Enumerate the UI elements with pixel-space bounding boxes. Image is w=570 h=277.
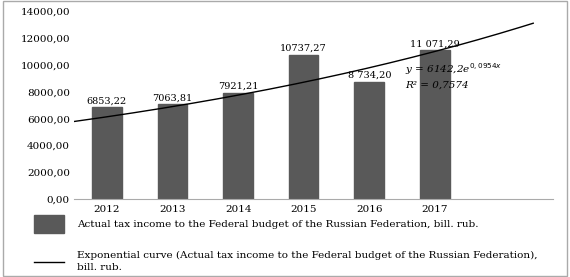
Bar bbox=[92, 107, 121, 199]
Bar bbox=[289, 55, 319, 199]
Bar bbox=[223, 93, 253, 199]
Text: 10737,27: 10737,27 bbox=[280, 44, 327, 53]
Text: 8 734,20: 8 734,20 bbox=[348, 71, 391, 80]
Text: Actual tax income to the Federal budget of the Russian Federation, bill. rub.: Actual tax income to the Federal budget … bbox=[78, 220, 479, 229]
Text: 7921,21: 7921,21 bbox=[218, 82, 258, 91]
Text: Exponential curve (Actual tax income to the Federal budget of the Russian Federa: Exponential curve (Actual tax income to … bbox=[78, 251, 538, 272]
FancyBboxPatch shape bbox=[34, 216, 64, 233]
Text: 7063,81: 7063,81 bbox=[152, 93, 193, 102]
Bar bbox=[355, 82, 384, 199]
Bar bbox=[158, 104, 187, 199]
Text: y = 6142,2e$^{0,0954x}$
R² = 0,7574: y = 6142,2e$^{0,0954x}$ R² = 0,7574 bbox=[405, 61, 503, 90]
Bar bbox=[420, 50, 450, 199]
Text: 11 071,29: 11 071,29 bbox=[410, 39, 460, 48]
Text: 6853,22: 6853,22 bbox=[87, 96, 127, 105]
